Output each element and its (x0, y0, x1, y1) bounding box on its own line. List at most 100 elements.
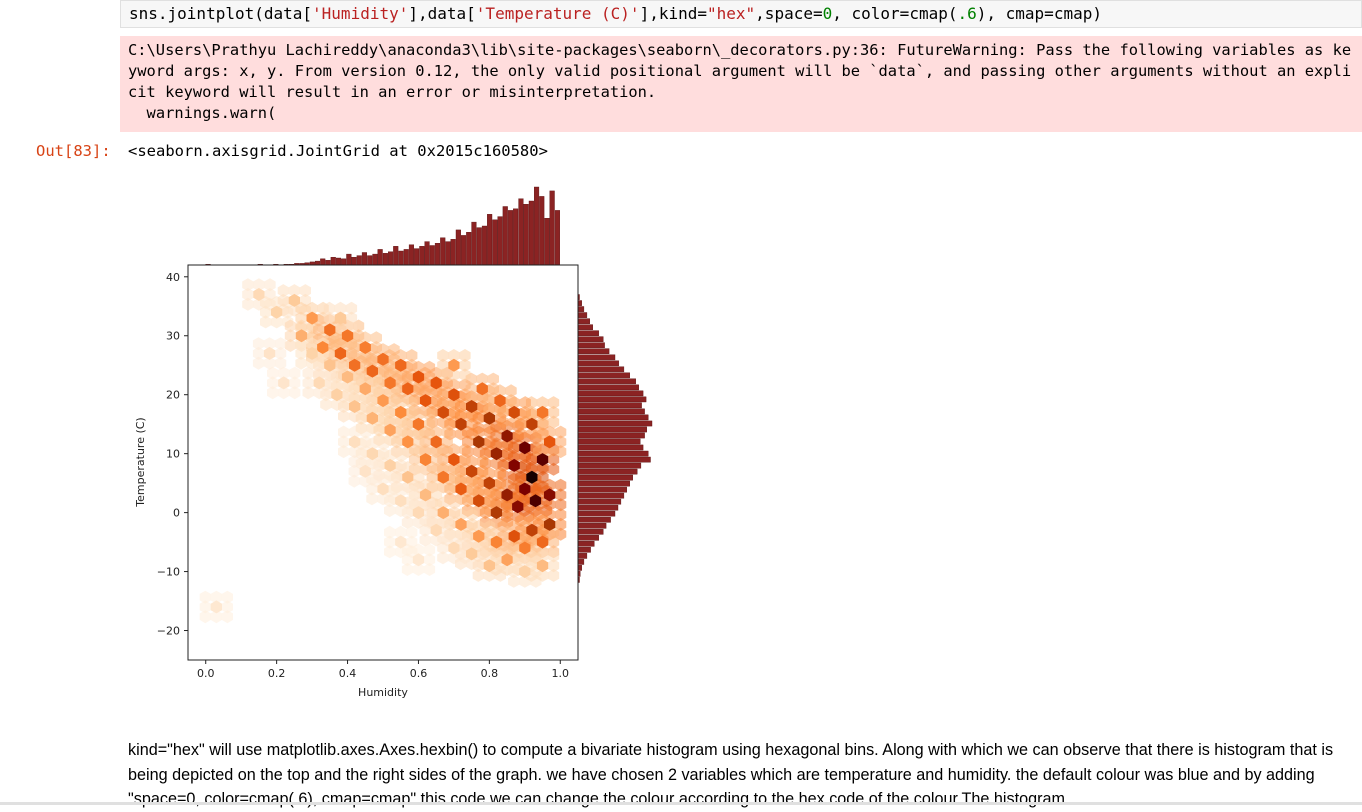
hexbin-halo (335, 358, 347, 372)
x-marginal-bar (461, 235, 467, 266)
hexbin-halo (505, 394, 517, 408)
hexbin-halo (459, 453, 471, 467)
hexbin-halo (338, 435, 350, 449)
hexbin-halo (264, 278, 276, 292)
hexbin-halo (484, 494, 496, 508)
x-marginal-histogram (205, 186, 561, 266)
hexbin-cell (377, 482, 389, 496)
hexbin-halo (413, 445, 425, 459)
hexbin-cell (412, 370, 425, 384)
hexbin-halo (349, 445, 361, 459)
hexbin-cell (519, 441, 531, 455)
x-tick-label: 0.2 (268, 667, 286, 680)
code-token: sns.jointplot(data[ (129, 4, 313, 23)
hexbin-halo (423, 553, 436, 567)
hexbin-cell (412, 417, 425, 431)
hexbin-halo (299, 284, 311, 298)
hexbin-cell (359, 382, 371, 396)
hexbin-cell (395, 358, 407, 372)
code-input-cell[interactable]: sns.jointplot(data['Humidity'],data['Tem… (120, 0, 1362, 28)
hexbin-halo (536, 568, 549, 582)
x-tick-label: 0.6 (410, 667, 428, 680)
hexbin-halo (384, 504, 396, 518)
code-line: sns.jointplot(data['Humidity'],data['Tem… (129, 4, 1102, 23)
hexbin-cell (437, 470, 449, 484)
x-axis-label: Humidity (358, 686, 408, 699)
y-tick-label: −20 (157, 625, 180, 638)
hexbin-cell (384, 376, 396, 390)
x-marginal-bar (523, 204, 529, 266)
hexbin-cell (253, 288, 265, 301)
hexbin-halo (544, 425, 556, 439)
hexbin-halo (199, 610, 211, 624)
hexbin-halo (199, 600, 211, 614)
hexbin-halo (437, 358, 449, 372)
hexbin-halo (459, 358, 471, 372)
hexbin-halo (295, 346, 307, 360)
hexbin-halo (306, 356, 318, 370)
markdown-cell: kind="hex" will use matplotlib.axes.Axes… (128, 738, 1358, 812)
hexbin-halo (431, 488, 443, 502)
hexbin-cell (448, 358, 460, 372)
x-marginal-bar (341, 258, 347, 266)
hexbin-cell (263, 346, 276, 360)
y-marginal-bar (577, 360, 619, 367)
hexbin-halo (519, 396, 531, 410)
y-marginal-bar (577, 414, 649, 421)
hexbin-cell (544, 488, 556, 502)
hexbin-halo (210, 590, 222, 604)
hexbin-halo (242, 288, 254, 301)
code-token: , color=cmap( (832, 4, 958, 23)
hexbin-cell (377, 352, 389, 366)
hexbin-halo (401, 515, 413, 529)
hexbin-halo (477, 547, 489, 561)
y-marginal-bar (577, 348, 610, 355)
y-marginal-bar (577, 408, 645, 415)
hexbin-halo (395, 423, 407, 437)
hexbin-cell (483, 411, 495, 425)
hexbin-cell (501, 553, 513, 567)
hexbin-halo (448, 496, 460, 510)
hexbin-halo (548, 549, 560, 563)
x-tick-label: 0.0 (197, 667, 215, 680)
hexbin-halo (455, 400, 467, 413)
hexbin-cell (473, 435, 485, 449)
hexbin-cell (536, 535, 549, 549)
x-marginal-bar (408, 244, 415, 266)
hexbin-halo (423, 543, 436, 557)
hexbin-halo (289, 376, 301, 390)
y-marginal-bar (577, 354, 616, 361)
hexbin-cell (519, 565, 531, 579)
hexbin-layer (199, 278, 567, 624)
code-token: "hex" (707, 4, 756, 23)
y-marginal-bar (577, 324, 594, 331)
hexbin-halo (466, 508, 478, 522)
hexbin-halo (448, 470, 460, 484)
y-marginal-bar (577, 541, 595, 547)
x-marginal-bar (455, 229, 461, 266)
hexbin-halo (430, 533, 442, 547)
x-marginal-bar (361, 252, 368, 266)
hexbin-cell (466, 400, 478, 413)
hexbin-halo (505, 384, 517, 398)
hexbin-halo (388, 472, 400, 486)
hexbin-halo (441, 445, 453, 459)
hexbin-halo (412, 515, 425, 529)
hexbin-halo (548, 462, 560, 476)
hexbin-halo (525, 453, 538, 467)
hexbin-halo (289, 386, 301, 400)
y-tick-label: 10 (166, 448, 180, 461)
hexbin-halo (277, 293, 289, 307)
y-marginal-bar (577, 330, 599, 337)
x-marginal-bar (492, 219, 498, 266)
hexbin-halo (536, 415, 549, 429)
hexbin-halo (345, 311, 358, 325)
hexbin-halo (267, 376, 279, 390)
hexbin-cell (536, 405, 549, 419)
y-marginal-bar (577, 492, 625, 499)
hexbin-halo (406, 484, 418, 498)
hexbin-cell (508, 405, 520, 419)
hexbin-cell (448, 541, 460, 555)
x-tick-label: 0.8 (481, 667, 499, 680)
hexbin-halo (323, 301, 335, 315)
